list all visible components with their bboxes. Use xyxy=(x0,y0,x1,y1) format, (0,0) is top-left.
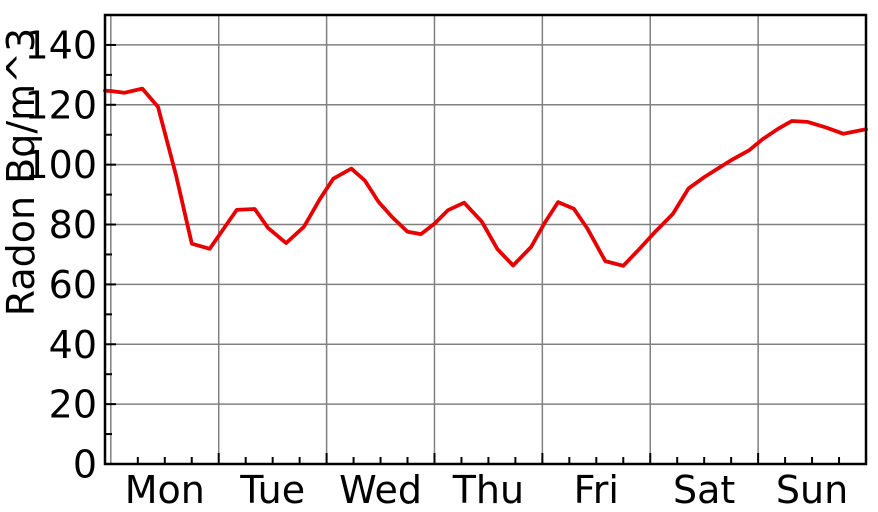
y-tick-label: 100 xyxy=(24,143,97,187)
y-tick-label: 40 xyxy=(49,323,97,367)
x-tick-label-tue: Tue xyxy=(239,468,305,512)
x-tick-label-wed: Wed xyxy=(339,468,422,512)
x-tick-labels: Mon Tue Wed Thu Fri Sat Sun xyxy=(125,468,848,512)
y-tick-label: 20 xyxy=(49,383,97,427)
plot-frame xyxy=(103,13,868,466)
y-tick-label: 80 xyxy=(49,203,97,247)
y-axis-title: Radon Bq/m^3 xyxy=(0,28,43,316)
x-tick-label-sat: Sat xyxy=(673,468,735,512)
y-tick-label: 60 xyxy=(49,263,97,307)
y-tick-label: 0 xyxy=(73,443,97,487)
x-tick-label-thu: Thu xyxy=(452,468,524,512)
gridlines xyxy=(105,15,866,464)
radon-series-line xyxy=(103,86,868,268)
y-tick-label: 140 xyxy=(24,23,97,67)
x-tick-label-fri: Fri xyxy=(574,468,619,512)
x-tick-label-sun: Sun xyxy=(776,468,848,512)
x-tick-label-mon: Mon xyxy=(125,468,205,512)
tick-marks xyxy=(105,14,841,465)
y-tick-labels: 0 20 40 60 80 100 120 140 xyxy=(24,23,97,486)
y-tick-label: 120 xyxy=(24,83,97,127)
